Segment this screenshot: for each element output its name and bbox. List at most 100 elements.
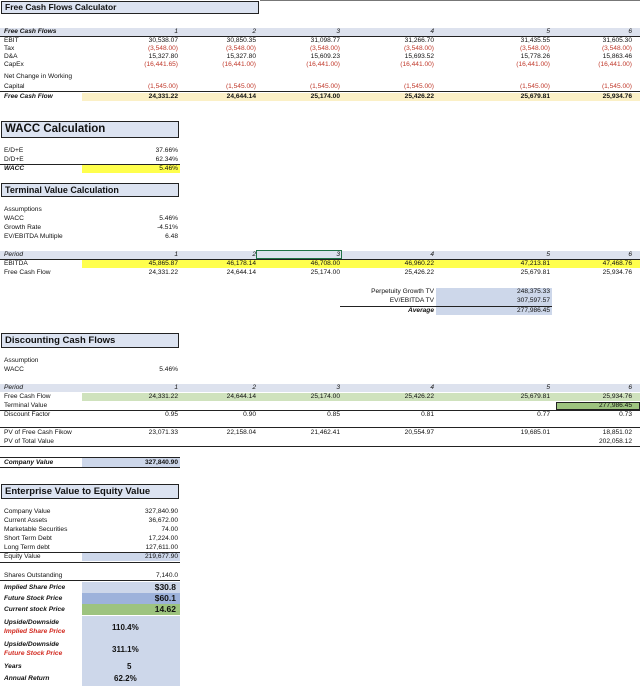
cell: (16,441.00): [516, 61, 550, 68]
cell: 127,611.00: [145, 544, 178, 551]
cell: 21,462.41: [310, 429, 340, 436]
row-label: EV/EBITDA Multiple: [4, 233, 63, 240]
fcf-period: 3: [336, 28, 340, 35]
fcf-total-row: Free Cash Flow 24,331.22 24,644.14 25,17…: [0, 93, 640, 101]
cell: 31,435.55: [520, 37, 550, 44]
selected-cell[interactable]: [256, 250, 342, 259]
dcf-pv-row: PV of Free Cash Fikow 23,071.33 22,158.0…: [0, 429, 640, 437]
fcf-row-nwc: Capital (1,545.00) (1,545.00) (1,545.00)…: [0, 83, 640, 92]
future-highlight: [82, 593, 180, 604]
cell: 0.81: [421, 411, 434, 418]
cell: 277,986.45: [598, 402, 632, 409]
wacc-row-d: D/D+E 62.34%: [0, 156, 180, 165]
fcf-row-da: D&A 15,327.80 15,327.80 15,609.23 15,693…: [0, 53, 640, 61]
row-label: PV of Free Cash Fikow: [4, 429, 72, 436]
cell: 15,327.80: [148, 53, 178, 60]
row-label: Net Change in Working: [4, 73, 73, 80]
tv-row-wacc: WACC 5.46%: [0, 215, 640, 223]
cell: 3: [336, 384, 340, 391]
row-label: Assumptions: [4, 206, 42, 213]
years-value: 5: [127, 662, 132, 671]
fcf-row-nwc-label: Net Change in Working: [0, 73, 640, 81]
cell: 31,605.30: [602, 37, 632, 44]
cell: (3,548.00): [147, 45, 178, 52]
cell: 18,851.02: [602, 429, 632, 436]
dcf-wacc-row: WACC 5.46%: [0, 366, 640, 374]
equity-highlight: [82, 553, 180, 561]
cell: 31,266.70: [404, 37, 434, 44]
row-label: D/D+E: [4, 156, 24, 163]
fcf-row-capex: CapEx (16,441.65) (16,441.00) (16,441.00…: [0, 61, 640, 69]
cell: 327,840.90: [144, 508, 178, 515]
fcf-period: 4: [430, 28, 434, 35]
row-label: Average: [407, 307, 434, 314]
wacc-total-row: WACC 5.46%: [0, 165, 180, 173]
cell: $30.8: [154, 582, 176, 592]
current-highlight: [82, 604, 180, 615]
ev-row: Short Term Debt 17,224.00: [0, 535, 180, 543]
cell: 1: [174, 251, 178, 258]
cell: 19,685.01: [520, 429, 550, 436]
cell: (1,545.00): [519, 83, 550, 90]
wacc-section-title: WACC Calculation: [1, 121, 179, 138]
ud2-value: 311.1%: [112, 645, 139, 654]
cell: 4: [430, 251, 434, 258]
row-label: Current stock Price: [4, 606, 65, 613]
ev-row: Current Assets 36,672.00: [0, 517, 180, 525]
cell: -4.51%: [157, 224, 178, 231]
cell: 15,327.80: [226, 53, 256, 60]
cell: 17,224.00: [148, 535, 178, 542]
fcf-period: 1: [174, 28, 178, 35]
fcf-period: 6: [628, 28, 632, 35]
cell: 25,679.81: [520, 93, 550, 100]
row-label: Terminal Value: [4, 402, 48, 409]
fcf-period: 5: [546, 28, 550, 35]
cell: 24,331.22: [148, 93, 178, 100]
ev-underline: [0, 562, 180, 563]
row-label: EBITDA: [4, 260, 28, 267]
dcf-company-row: Company Value 327,840.90: [0, 457, 180, 468]
row-label: E/D+E: [4, 147, 24, 154]
cell: 25,679.81: [520, 269, 550, 276]
row-label: Growth Rate: [4, 224, 42, 231]
dcf-pvtv-row: PV of Total Value 202,058.12: [0, 438, 640, 447]
row-label: Implied Share Price: [4, 584, 66, 591]
tv-fcf-row: Free Cash Flow 24,331.22 24,644.14 25,17…: [0, 269, 640, 277]
cell: (16,441.00): [306, 61, 340, 68]
cell: 0.85: [327, 411, 340, 418]
dcf-df-row: Discount Factor 0.95 0.90 0.85 0.81 0.77…: [0, 411, 640, 419]
cell: (3,548.00): [403, 45, 434, 52]
ud1-label: Upside/Downside: [4, 619, 59, 626]
fcf-section-title: Free Cash Flows Calculator: [1, 1, 259, 14]
cell: 277,986.45: [516, 307, 550, 314]
cell: 25,679.81: [520, 393, 550, 400]
cell: (3,548.00): [519, 45, 550, 52]
row-label: Future Stock Price: [4, 595, 63, 602]
cell: 37.66%: [155, 147, 178, 154]
cell: 25,174.00: [310, 393, 340, 400]
years-label: Years: [4, 663, 22, 670]
cell: 24,644.14: [226, 269, 256, 276]
cell: 46,178.14: [226, 260, 256, 267]
ud2-label: Upside/Downside: [4, 641, 59, 648]
cell: 36,672.00: [148, 517, 178, 524]
tv-avg-row: Average 277,986.45: [0, 307, 640, 315]
cell: 15,693.52: [404, 53, 434, 60]
row-label: Perpetuity Growth TV: [371, 288, 434, 295]
cell: $60.1: [154, 593, 176, 603]
cell: 5: [546, 251, 550, 258]
cell: (16,441.65): [144, 61, 178, 68]
row-label: Free Cash Flow: [4, 269, 51, 276]
cell: 25,174.00: [310, 93, 340, 100]
cell: 219,677.90: [144, 553, 178, 560]
row-label: Tax: [4, 45, 15, 52]
future-price-row: Future Stock Price $60.1: [0, 593, 180, 604]
wacc-highlight: [82, 165, 180, 173]
fcf-header-label: Free Cash Flows: [4, 28, 57, 35]
dcf-tv-row: Terminal Value 277,986.45: [0, 402, 640, 411]
row-label: PV of Total Value: [4, 438, 54, 445]
cell: 25,934.76: [602, 93, 632, 100]
top-border-line: [260, 0, 640, 1]
row-label: WACC: [4, 165, 25, 172]
fcf-period: 2: [252, 28, 256, 35]
